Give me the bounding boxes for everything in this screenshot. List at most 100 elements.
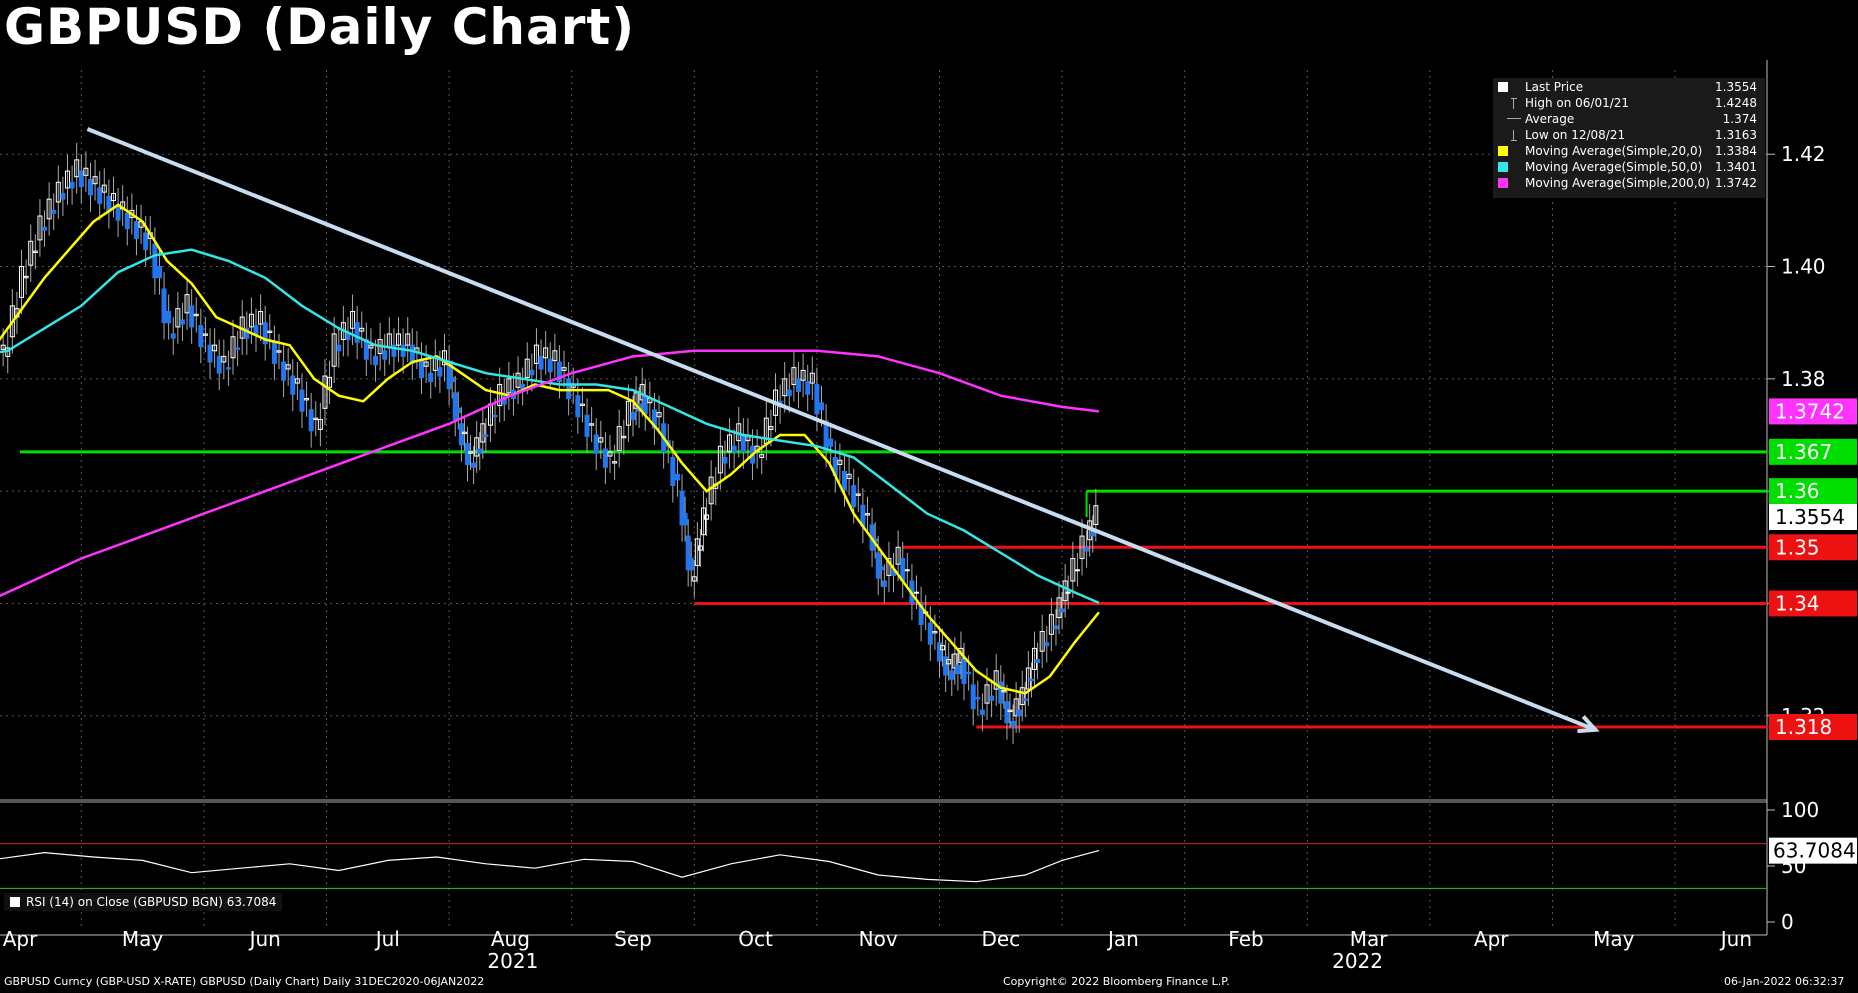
candle-body <box>1065 591 1071 594</box>
candle-body <box>607 451 613 457</box>
candle-body <box>918 602 924 626</box>
candle-body <box>350 310 356 329</box>
candle-body <box>175 308 181 328</box>
candle-body <box>32 250 38 254</box>
candle-body <box>584 414 590 437</box>
legend-value: 1.374 <box>1722 112 1757 126</box>
x-tick-label: Oct <box>738 927 773 951</box>
candle-body <box>932 631 938 634</box>
candle-body <box>700 507 706 536</box>
candle-body <box>556 361 562 383</box>
legend-label: Average <box>1525 112 1575 126</box>
high-marker-icon <box>1511 98 1517 109</box>
candle-body <box>1048 614 1054 635</box>
price-tag-label: 1.35 <box>1775 535 1820 559</box>
candle-body <box>837 459 843 465</box>
candle-body <box>805 381 811 395</box>
candle-body <box>368 344 374 349</box>
price-tag-label: 1.367 <box>1775 440 1832 464</box>
candle-body <box>1007 709 1013 713</box>
candle-body <box>37 215 43 241</box>
candle-body <box>846 473 852 480</box>
candle-body <box>670 456 676 487</box>
year-label: 2021 <box>487 949 538 973</box>
candle-body <box>152 243 158 279</box>
candle-body <box>189 305 195 328</box>
candle-body <box>308 409 314 432</box>
candle-body <box>267 330 273 334</box>
candle-body <box>782 378 788 397</box>
candle-body <box>1056 597 1062 618</box>
candle-body <box>1001 690 1007 693</box>
candle-body <box>327 376 333 388</box>
trendline-arrowhead <box>1577 715 1600 734</box>
candle-body <box>851 485 857 508</box>
y-tick-label: 1.42 <box>1781 142 1826 166</box>
candle-body <box>630 412 636 421</box>
price-tag-label: 1.3554 <box>1775 505 1845 529</box>
legend-value: 1.3554 <box>1715 80 1757 94</box>
candle-body <box>161 288 167 324</box>
candle-body <box>633 392 639 409</box>
candle-body <box>704 514 710 520</box>
candle-body <box>966 671 972 675</box>
legend-item-ma200: Moving Average(Simple,200,0) 1.3742 <box>1493 176 1765 192</box>
candle-body <box>299 389 305 412</box>
candle-body <box>331 333 337 367</box>
candle-body <box>823 420 829 451</box>
candle-body <box>471 462 477 468</box>
candle-body <box>42 226 48 231</box>
candle-body <box>855 493 861 496</box>
candle-body <box>998 681 1004 704</box>
x-tick-label: Jan <box>1106 927 1139 951</box>
x-tick-label: Feb <box>1228 927 1263 951</box>
candle-body <box>373 355 379 366</box>
x-tick-label: Jun <box>248 927 281 951</box>
candle-body <box>428 372 434 383</box>
candle-body <box>547 358 553 373</box>
legend-value: 1.3742 <box>1715 176 1757 190</box>
candle-body <box>170 333 176 339</box>
candle-body <box>625 400 631 426</box>
candle-body <box>685 535 691 571</box>
candle-body <box>46 198 52 220</box>
x-tick-label: Apr <box>3 927 38 951</box>
candle-body <box>313 417 319 421</box>
candle-body <box>143 232 149 251</box>
candle-body <box>55 181 61 203</box>
candle-body <box>133 221 139 239</box>
candle-body <box>768 426 774 430</box>
candle-body <box>193 313 199 317</box>
candle-body <box>1070 558 1076 582</box>
candle-body <box>1016 709 1022 717</box>
price-tag-label: 1.34 <box>1775 591 1820 615</box>
candle-body <box>538 355 544 370</box>
candle-body <box>69 181 75 189</box>
candle-body <box>984 684 990 704</box>
legend-item-last-price: Last Price 1.3554 <box>1493 80 1765 96</box>
candle-body <box>405 333 411 346</box>
rsi-tick-label: 100 <box>1781 798 1819 822</box>
candle-body <box>110 193 116 202</box>
candle-body <box>28 240 34 266</box>
candle-body <box>642 395 648 415</box>
candle-body <box>477 448 483 454</box>
candle-body <box>396 333 402 346</box>
candle-body <box>731 445 737 453</box>
yellow-square-icon <box>1498 146 1508 156</box>
candle-body <box>975 697 981 700</box>
chart-title: GBPUSD (Daily Chart) <box>4 0 636 56</box>
candle-body <box>202 333 208 336</box>
price-tag-label: 1.3742 <box>1775 399 1845 423</box>
candle-body <box>679 490 685 526</box>
candle-body <box>589 423 595 426</box>
candle-body <box>881 580 887 588</box>
average-marker-icon <box>1507 118 1521 119</box>
candle-body <box>235 347 241 350</box>
candle-body <box>691 576 697 582</box>
candle-body <box>651 409 657 429</box>
candle-body <box>97 187 103 204</box>
candle-body <box>458 423 464 446</box>
candle-body <box>694 538 700 567</box>
rsi-tick-label: 0 <box>1781 910 1794 934</box>
